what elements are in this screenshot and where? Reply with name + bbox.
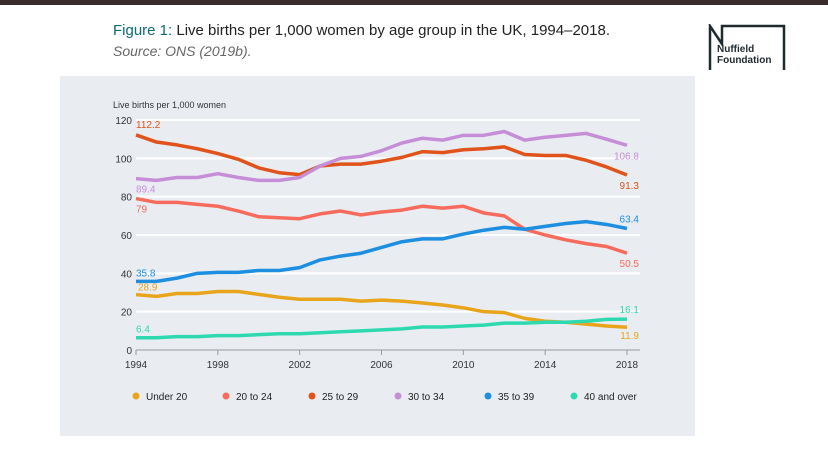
y-tick-label: 100 — [115, 154, 132, 165]
y-tick-label: 60 — [121, 231, 133, 242]
x-tick-label: 2010 — [452, 360, 475, 371]
end-data-label: 50.5 — [620, 259, 640, 270]
legend-marker — [222, 392, 230, 400]
start-data-label: 89.4 — [136, 185, 156, 196]
figure-source: Source: ONS (2019b). — [113, 43, 252, 59]
x-tick-label: 1994 — [125, 360, 148, 371]
y-tick-label: 40 — [121, 269, 133, 280]
legend-marker — [308, 392, 316, 400]
end-data-label: 16.1 — [620, 305, 640, 316]
legend-label: 20 to 24 — [236, 392, 273, 403]
x-tick-label: 2002 — [289, 360, 312, 371]
series-line-30-to-34 — [135, 129, 628, 183]
end-data-label: 63.4 — [620, 214, 640, 225]
y-tick-label: 80 — [121, 193, 133, 204]
legend-marker — [132, 392, 140, 400]
end-data-label: 91.3 — [620, 181, 640, 192]
series-line-35-to-39 — [136, 219, 628, 284]
legend-label: 35 to 39 — [498, 392, 535, 403]
logo-text: Nuffield Foundation — [717, 44, 771, 66]
legend-label: 25 to 29 — [322, 392, 359, 403]
y-tick-label: 20 — [121, 308, 133, 319]
logo-line1: Nuffield — [717, 44, 755, 55]
y-tick-label: 0 — [126, 346, 132, 357]
figure-title: Figure 1: Live births per 1,000 women by… — [113, 22, 610, 39]
start-data-label: 6.4 — [136, 325, 150, 336]
top-bar — [0, 0, 828, 5]
x-tick-label: 1998 — [207, 360, 230, 371]
nuffield-logo — [708, 24, 786, 70]
title-text: Live births per 1,000 women by age group… — [176, 22, 610, 39]
start-data-label: 79 — [136, 205, 148, 216]
y-axis-label: Live births per 1,000 women — [113, 100, 226, 110]
logo-line2: Foundation — [717, 55, 772, 66]
legend-label: 40 and over — [584, 392, 637, 403]
start-data-label: 112.2 — [136, 120, 161, 131]
x-tick-label: 2006 — [370, 360, 393, 371]
x-tick-label: 2014 — [534, 360, 557, 371]
end-data-label: 106.8 — [614, 151, 639, 162]
legend-marker — [484, 392, 492, 400]
legend-marker — [570, 392, 578, 400]
legend-label: Under 20 — [146, 392, 188, 403]
x-tick-label: 2018 — [616, 360, 639, 371]
series-line-25-to-29 — [135, 133, 628, 177]
start-data-label: 28.9 — [138, 283, 158, 294]
series-line-40-and-over — [136, 317, 628, 340]
y-tick-label: 120 — [115, 116, 132, 127]
series-line-20-to-24 — [135, 196, 628, 255]
legend-marker — [394, 392, 402, 400]
legend-label: 30 to 34 — [408, 392, 445, 403]
start-data-label: 35.8 — [136, 268, 156, 279]
end-data-label: 11.9 — [620, 331, 639, 342]
figure-label: Figure 1: — [113, 22, 173, 39]
